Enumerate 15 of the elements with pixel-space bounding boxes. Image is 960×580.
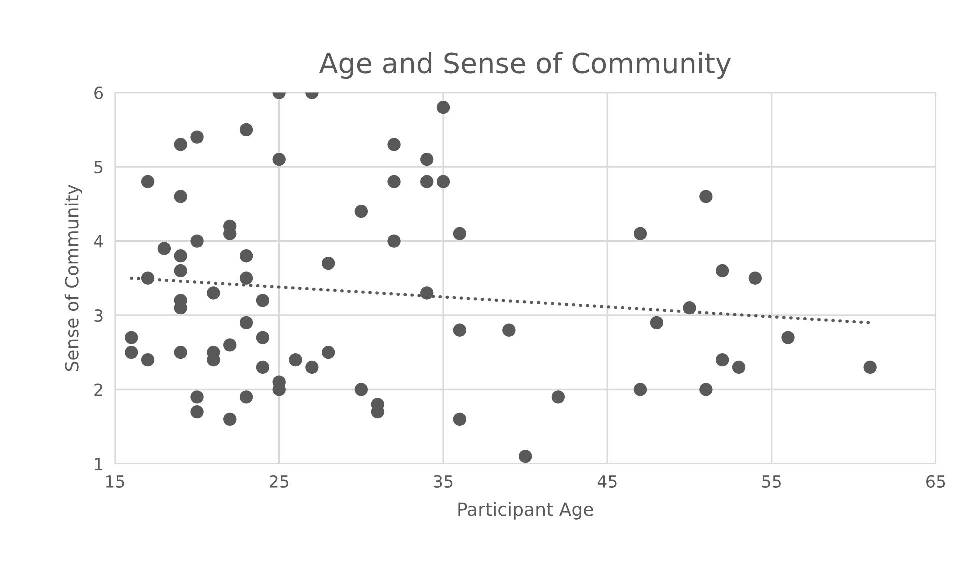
x-axis-title: Participant Age: [458, 502, 594, 520]
y-tick-label: 2: [94, 384, 102, 396]
x-tick-label: 15: [106, 476, 124, 488]
y-tick-label: 3: [94, 309, 103, 322]
x-tick-label: 65: [926, 475, 946, 488]
y-tick-label: 4: [94, 235, 104, 248]
x-tick-label: 45: [598, 476, 617, 488]
y-tick-label: 1: [95, 458, 103, 470]
y-axis-title: Sense of Community: [64, 184, 82, 372]
x-tick-label: 55: [762, 476, 781, 488]
chart-title: Age and Sense of Community: [319, 52, 732, 80]
y-tick-label: 6: [94, 86, 104, 100]
x-tick-label: 35: [434, 475, 453, 488]
y-tick-label: 5: [94, 161, 103, 174]
x-tick-label: 25: [270, 475, 289, 488]
